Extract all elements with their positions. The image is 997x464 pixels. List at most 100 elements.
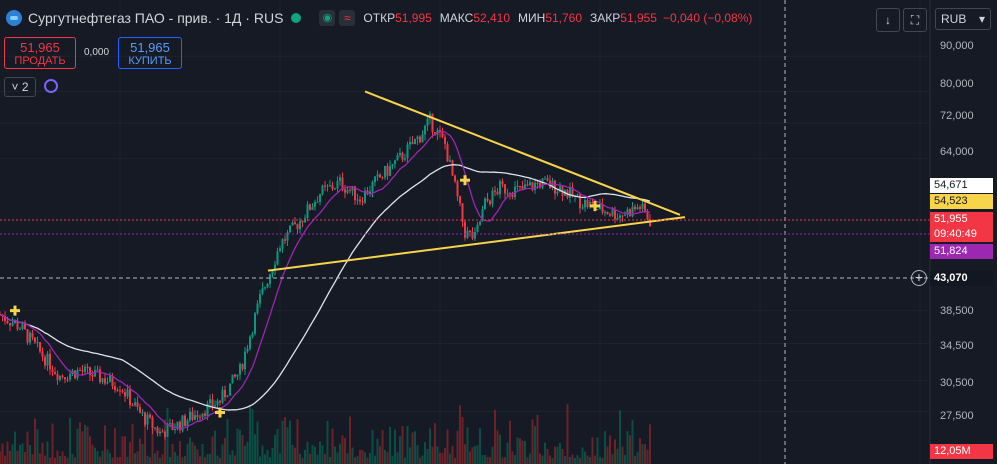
axis-tick: 34,500: [940, 340, 974, 352]
candle-body: [431, 113, 434, 133]
volume-bar: [504, 457, 506, 464]
candle-body: [334, 188, 336, 190]
volume-bar: [39, 453, 41, 464]
indicators-toggle[interactable]: ˅ 2: [4, 77, 36, 97]
candle-body: [544, 178, 546, 180]
candle-body: [224, 389, 226, 398]
candle-body: [104, 378, 106, 384]
candle-body: [156, 427, 159, 434]
sell-button[interactable]: 51,965 ПРОДАТЬ: [4, 37, 76, 69]
volume-bar: [584, 451, 586, 464]
candle-body: [604, 211, 606, 213]
candle-body: [31, 332, 34, 338]
candle-body: [474, 231, 476, 239]
candle-body: [491, 190, 494, 205]
volume-bar: [126, 456, 129, 464]
candle-body: [136, 402, 139, 407]
candle-body: [126, 389, 129, 397]
volume-bar: [9, 450, 11, 464]
volume-bar: [279, 453, 281, 464]
volume-bar: [431, 446, 434, 464]
candle-body: [149, 414, 151, 418]
candle-body: [221, 389, 224, 403]
candle-body: [91, 375, 94, 377]
candle-body: [361, 201, 364, 203]
buy-button[interactable]: 51,965 КУПИТЬ: [118, 37, 182, 69]
candle-body: [616, 218, 619, 220]
volume-bar: [31, 454, 34, 464]
volume-bar: [566, 404, 569, 464]
volume-bar: [221, 444, 224, 464]
currency-select[interactable]: RUB ▾: [935, 8, 991, 30]
volume-bar: [411, 432, 414, 464]
volume-bar: [311, 445, 314, 464]
candle-body: [479, 221, 481, 225]
currency-value: RUB: [941, 12, 967, 26]
sell-label: ПРОДАТЬ: [14, 55, 66, 67]
trendline-upper[interactable]: [364, 90, 681, 216]
volume-bar: [321, 445, 324, 464]
candle-body: [499, 181, 501, 195]
candle-body: [459, 196, 461, 204]
volume-bar: [171, 443, 174, 464]
axis-tick: 38,500: [940, 305, 974, 317]
close-value: 51,955: [620, 11, 657, 25]
volume-bar: [344, 438, 346, 464]
volume-bar: [481, 455, 484, 464]
volume-bar: [161, 454, 164, 464]
candle-body: [154, 427, 156, 429]
add-alert-icon[interactable]: +: [911, 270, 927, 286]
volume-bar: [131, 423, 134, 464]
candle-body: [516, 186, 519, 188]
trendline-lower[interactable]: [267, 216, 686, 272]
candle-body: [461, 203, 464, 222]
compare-icon[interactable]: ≈: [339, 10, 356, 26]
volume-bar: [436, 446, 439, 464]
volume-bar: [89, 436, 91, 464]
candle-body: [84, 366, 86, 372]
volume-bar: [44, 455, 46, 464]
candle-body: [331, 185, 334, 189]
candle-body: [414, 139, 416, 145]
volume-bar: [291, 444, 294, 464]
symbol-title[interactable]: Сургутнефтегаз ПАО - прив. · 1Д · RUS: [28, 10, 284, 26]
candle-body: [476, 224, 479, 232]
candle-body: [36, 342, 39, 344]
volume-bar: [619, 410, 621, 464]
volume-bar: [611, 454, 614, 464]
candle-body: [191, 411, 194, 420]
volume-bar: [184, 455, 186, 464]
candle-body: [109, 375, 111, 383]
candle-body: [179, 421, 181, 431]
candle-body: [376, 174, 379, 177]
candle-body: [6, 320, 9, 324]
candle-body: [174, 429, 176, 431]
candle-body: [411, 141, 414, 145]
candle-body: [611, 209, 614, 216]
candle-body: [11, 322, 14, 326]
fullscreen-icon[interactable]: ⛶: [903, 8, 927, 32]
volume-bar: [341, 435, 344, 464]
download-icon[interactable]: ↓: [876, 8, 900, 32]
volume-bar: [141, 443, 144, 464]
candle-body: [554, 180, 556, 194]
candle-body: [404, 158, 406, 160]
candle-body: [134, 402, 136, 406]
volume-bar: [11, 444, 14, 464]
sell-price: 51,965: [20, 40, 60, 55]
candle-body: [64, 377, 66, 380]
candle-body: [354, 186, 356, 201]
visibility-icon[interactable]: ◉: [319, 10, 336, 26]
volume-bar: [276, 428, 279, 464]
volume-bar: [416, 445, 419, 464]
volume-bar: [91, 444, 94, 464]
volume-bar: [389, 426, 391, 464]
volume-bar: [54, 457, 56, 464]
volume-bar: [364, 452, 366, 464]
sync-icon[interactable]: [44, 79, 58, 93]
candle-body: [141, 412, 144, 414]
volume-bar: [201, 444, 204, 464]
candle-body: [636, 207, 639, 210]
volume-bar: [464, 444, 466, 464]
